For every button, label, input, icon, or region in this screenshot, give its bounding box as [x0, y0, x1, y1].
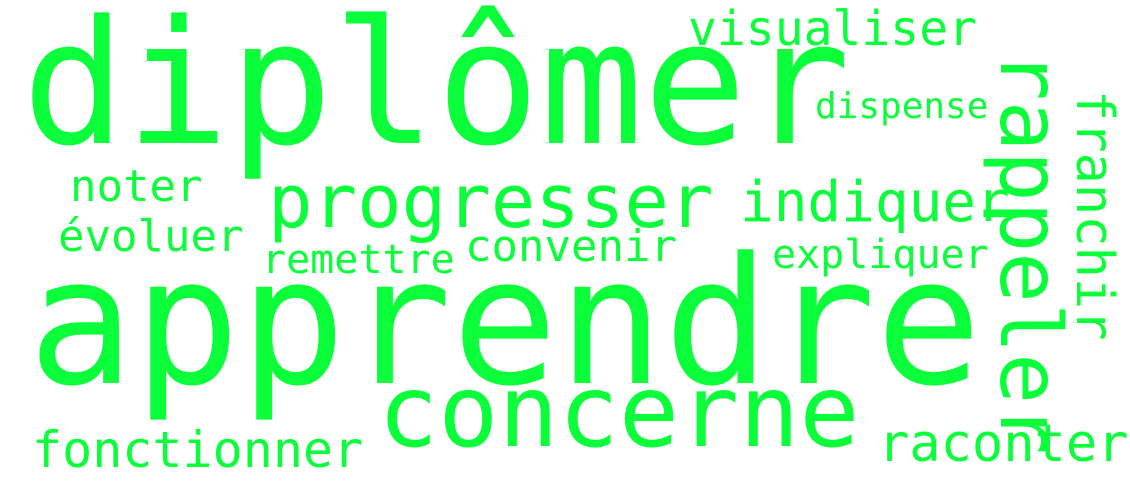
word-franchir: franchir	[1068, 90, 1120, 340]
word-expliquer: expliquer	[772, 235, 989, 275]
word-noter: noter	[70, 165, 202, 209]
word-fonctionner: fonctionner	[32, 425, 363, 475]
word-rappeler: rappeler	[988, 50, 1072, 455]
word-concerne: concerne	[378, 362, 860, 462]
word-evoluer: évoluer	[58, 215, 243, 259]
word-raconter: raconter	[878, 418, 1128, 470]
word-convenir: convenir	[465, 225, 677, 269]
word-remettre: remettre	[262, 240, 455, 280]
word-dispense: dispense	[815, 89, 988, 125]
word-indiquer: indiquer	[740, 175, 1010, 231]
word-visualiser: visualiser	[688, 5, 977, 53]
